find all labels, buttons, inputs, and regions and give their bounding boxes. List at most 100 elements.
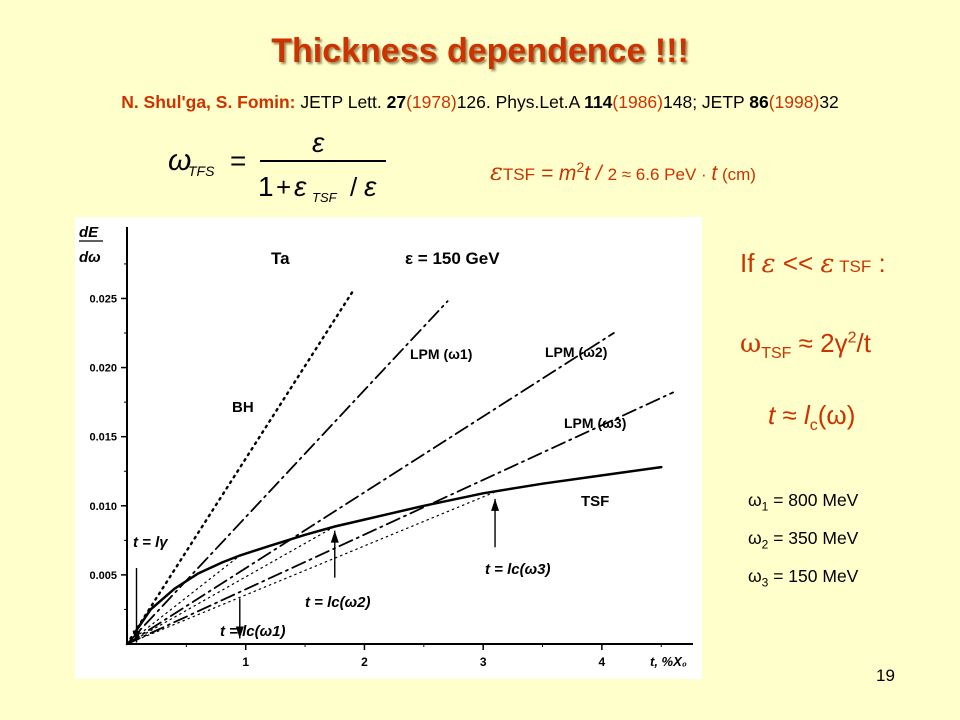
omega3-value: ω3 = 150 MeV	[748, 566, 858, 590]
tsf-eq-m: = m	[535, 162, 577, 185]
ref-year1: (1978)	[406, 92, 457, 112]
label-t-lc3: t = lc(ω3)	[485, 561, 550, 578]
ref-page2: 148; JETP	[663, 92, 745, 112]
series-lpm-3-	[126, 391, 674, 645]
y-axis-label-top: dE	[79, 224, 99, 241]
ref-year2: (1986)	[612, 92, 663, 112]
tlc-open: (	[817, 400, 827, 430]
cond-sub: TSF	[834, 257, 872, 276]
label-material: Ta	[271, 249, 290, 268]
formula-eps2: ε	[364, 171, 377, 202]
formula-eps-sub: TSF	[312, 190, 338, 205]
label-lpm3: LPM (ω3)	[564, 415, 626, 431]
series-bh	[125, 290, 354, 646]
omega1-text: = 800 MeV	[768, 490, 859, 510]
tsf-eq-value: 2 ≈ 6.6 PeV ·	[607, 165, 712, 184]
x-tick-label: 4	[599, 655, 606, 669]
omega3-symbol: ω	[748, 566, 762, 586]
formula-plus: +	[276, 172, 291, 202]
tsf-eq-sup: 2	[576, 159, 585, 175]
omega3-text: = 150 MeV	[768, 566, 859, 586]
cond-eps2: ε	[820, 249, 835, 279]
omtsf-approx: ≈ 2	[791, 328, 835, 358]
series-lpm-1-	[126, 300, 449, 645]
y-axis-label-bottom: dω	[79, 249, 101, 266]
arrow-head	[132, 630, 141, 643]
series-tsf	[135, 465, 663, 632]
omega-tsf-approx: ωTSF ≈ 2γ2/t	[740, 328, 871, 363]
label-tsf: TSF	[581, 493, 609, 510]
cond-eps1: ε	[761, 249, 776, 279]
x-tick-label: 3	[480, 655, 487, 669]
omtsf-omega: ω	[740, 329, 762, 359]
omega2-value: ω2 = 350 MeV	[748, 528, 858, 552]
tsf-eq-t: t	[711, 162, 718, 185]
tlc-l: l	[803, 400, 810, 430]
reference-line: N. Shul'ga, S. Fomin: JETP Lett. 27(1978…	[0, 92, 960, 113]
label-lpm2: LPM (ω2)	[545, 344, 607, 360]
cond-colon: :	[871, 248, 886, 278]
ref-vol1: 27	[386, 92, 407, 112]
tlc-approx: ≈	[775, 400, 804, 430]
omega2-symbol: ω	[748, 528, 762, 548]
ref-authors: N. Shul'ga, S. Fomin:	[121, 92, 296, 112]
ref-journal1: JETP Lett.	[300, 92, 382, 112]
arrow-head	[491, 498, 500, 511]
tlc-omega: ω	[826, 400, 847, 430]
page-number: 19	[876, 666, 895, 685]
tsf-eq-mid: t /	[584, 162, 608, 185]
ref-vol3: 86	[749, 92, 769, 112]
formula-slash: /	[350, 172, 358, 202]
series-lpm-2-	[126, 332, 615, 645]
formula-lhs: ω	[168, 144, 191, 177]
thickness-chart: 0.005 0.010 0.015 0.020 0.025 1 2 3 4 dE dω t, %X₀ T…	[75, 217, 702, 679]
omtsf-sub: TSF	[761, 345, 792, 363]
tangent-line	[126, 525, 336, 645]
tsf-eps-sub: TSF	[502, 165, 535, 184]
cond-if: If	[740, 248, 762, 278]
label-t-lgamma: t = lγ	[133, 534, 169, 551]
t-lc-approx: t ≈ lc(ω)	[768, 400, 855, 435]
omtsf-gamma: γ	[834, 328, 848, 358]
formula-eps: ε	[294, 171, 307, 202]
omtsf-tail: /t	[856, 328, 871, 358]
omtsf-sup: 2	[847, 329, 857, 347]
ref-page1: 126. Phys.Let.A	[456, 92, 580, 112]
label-lpm1: LPM (ω1)	[410, 346, 472, 362]
arrow-head	[330, 530, 339, 543]
arrow-head	[235, 626, 244, 639]
x-axis-label: t, %X₀	[650, 654, 687, 669]
cond-ll: <<	[775, 248, 821, 278]
tangent-line	[126, 554, 241, 645]
ref-year3: (1998)	[768, 92, 820, 112]
tlc-t: t	[768, 400, 776, 430]
label-t-lc1: t = lc(ω1)	[220, 623, 285, 640]
omega1-symbol: ω	[748, 490, 762, 510]
formula-numerator: ε	[312, 127, 325, 158]
tlc-close: )	[846, 400, 856, 430]
ref-vol2: 114	[584, 92, 613, 112]
tsf-energy-equation: εTSF = m2t / 2 ≈ 6.6 PeV · t (cm)	[490, 158, 756, 186]
y-tick-label: 0.005	[89, 570, 117, 582]
y-tick-label: 0.020	[89, 363, 117, 375]
y-tick-label: 0.025	[89, 293, 117, 305]
label-bh: BH	[232, 399, 254, 416]
omega2-sub: 2	[761, 537, 769, 552]
ref-page3: 32	[819, 92, 839, 112]
y-tick-label: 0.015	[89, 432, 117, 444]
tlc-sub: c	[809, 417, 818, 435]
omega1-value: ω1 = 800 MeV	[748, 490, 858, 514]
tsf-eq-unit: (cm)	[717, 165, 756, 184]
x-tick-label: 1	[242, 655, 249, 669]
formula-lhs-sub: TFS	[188, 163, 215, 179]
page-title: Thickness dependence !!!	[271, 32, 689, 70]
y-tick-label: 0.010	[89, 501, 117, 513]
condition-text: If ε << ε TSF :	[740, 248, 886, 279]
formula-equals: =	[230, 145, 246, 176]
omega2-text: = 350 MeV	[768, 528, 859, 548]
tsf-eps: ε	[490, 158, 503, 186]
omega-tfs-formula: ω TFS = ε 1 + ε TSF / ε	[168, 127, 386, 205]
x-tick-label: 2	[361, 655, 368, 669]
label-energy: ε = 150 GeV	[405, 249, 500, 268]
label-t-lc2: t = lc(ω2)	[305, 594, 370, 611]
